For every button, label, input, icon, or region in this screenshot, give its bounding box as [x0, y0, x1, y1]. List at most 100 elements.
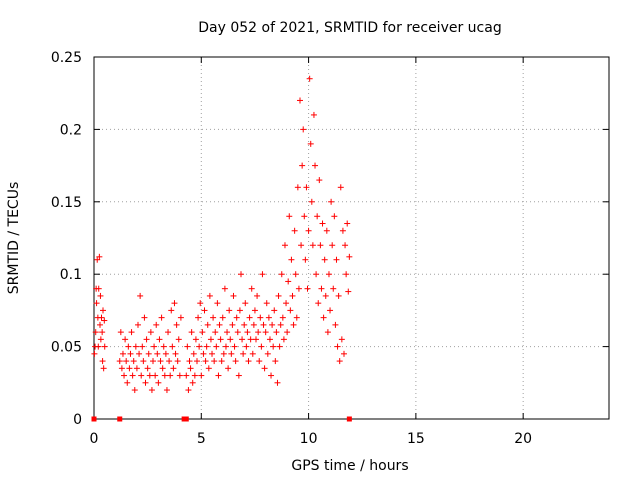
data-point: [197, 300, 204, 307]
data-point: [128, 329, 135, 336]
data-point: [177, 314, 184, 321]
data-point: [185, 387, 192, 394]
data-point: [175, 336, 182, 343]
data-point: [144, 365, 151, 372]
data-point: [270, 343, 277, 350]
data-point: [283, 300, 290, 307]
data-point: [334, 343, 341, 350]
y-tick-label: 0.15: [51, 195, 82, 211]
data-point: [173, 321, 180, 328]
data-point: [117, 329, 124, 336]
data-point: [320, 314, 327, 321]
x-axis-label: GPS time / hours: [291, 458, 408, 474]
data-point: [163, 387, 170, 394]
data-point: [257, 314, 264, 321]
data-point: [204, 321, 211, 328]
data-point: [159, 365, 166, 372]
data-point: [171, 300, 178, 307]
data-point: [92, 329, 99, 336]
chart-title: Day 052 of 2021, SRMTID for receiver uca…: [198, 20, 501, 36]
data-point: [221, 285, 228, 292]
data-point: [151, 343, 158, 350]
data-point: [278, 271, 285, 278]
data-point: [293, 314, 300, 321]
data-point: [150, 358, 157, 365]
data-point: [229, 321, 236, 328]
data-point: [277, 321, 284, 328]
data-point: [219, 314, 226, 321]
data-point: [246, 314, 253, 321]
y-tick-label: 0.05: [51, 340, 82, 356]
data-point: [324, 329, 331, 336]
data-point: [231, 343, 238, 350]
data-point: [209, 350, 216, 357]
x-tick-label: 0: [90, 431, 99, 447]
data-point: [203, 343, 210, 350]
x-tick-label: 5: [197, 431, 206, 447]
data-point: [191, 372, 198, 379]
data-point: [230, 292, 237, 299]
data-point: [192, 336, 199, 343]
data-point: [342, 242, 349, 249]
data-point: [97, 292, 104, 299]
y-axis-label: SRMTID / TECUs: [6, 182, 22, 295]
data-point: [202, 358, 209, 365]
data-point: [254, 292, 261, 299]
data-point: [212, 329, 219, 336]
data-point: [121, 372, 128, 379]
data-point: [188, 329, 195, 336]
data-point: [244, 329, 251, 336]
data-point: [147, 329, 154, 336]
data-point: [220, 350, 227, 357]
data-point: [272, 358, 279, 365]
data-point: [343, 271, 350, 278]
data-point: [256, 358, 263, 365]
x-tick-label: 20: [514, 431, 532, 447]
data-point: [100, 365, 107, 372]
data-point: [189, 379, 196, 386]
zero-marker: [117, 416, 123, 422]
data-point: [131, 387, 138, 394]
data-point: [321, 256, 328, 263]
data-point: [222, 343, 229, 350]
plot-frame: [93, 56, 610, 420]
axis-ticks: 0 5 10 15 20 0 0.05 0.1 0.15 0.2 0.25: [51, 50, 609, 447]
data-point: [291, 227, 298, 234]
data-point: [307, 140, 314, 147]
data-point: [308, 198, 315, 205]
data-point: [226, 307, 233, 314]
data-point: [187, 365, 194, 372]
data-point: [211, 358, 218, 365]
data-point: [124, 379, 131, 386]
data-point: [99, 358, 106, 365]
data-point: [101, 317, 108, 324]
data-point: [340, 350, 347, 357]
data-point: [271, 307, 278, 314]
data-point: [300, 126, 307, 133]
data-point: [279, 314, 286, 321]
zero-marker: [183, 416, 189, 422]
data-point: [153, 321, 160, 328]
data-point: [186, 358, 193, 365]
data-point: [268, 372, 275, 379]
data-point: [183, 372, 190, 379]
data-point: [339, 227, 346, 234]
data-point: [249, 350, 256, 357]
data-point: [162, 350, 169, 357]
data-point: [206, 292, 213, 299]
data-point: [266, 336, 273, 343]
data-point: [158, 314, 165, 321]
data-point: [255, 329, 262, 336]
data-point: [295, 285, 302, 292]
data-point: [233, 314, 240, 321]
data-point: [146, 372, 153, 379]
data-point: [136, 350, 143, 357]
data-point: [305, 227, 312, 234]
data-point: [155, 379, 162, 386]
data-point: [241, 321, 248, 328]
data-point: [122, 336, 129, 343]
data-point: [260, 321, 267, 328]
data-point: [281, 242, 288, 249]
data-point: [207, 336, 214, 343]
data-point: [236, 307, 243, 314]
